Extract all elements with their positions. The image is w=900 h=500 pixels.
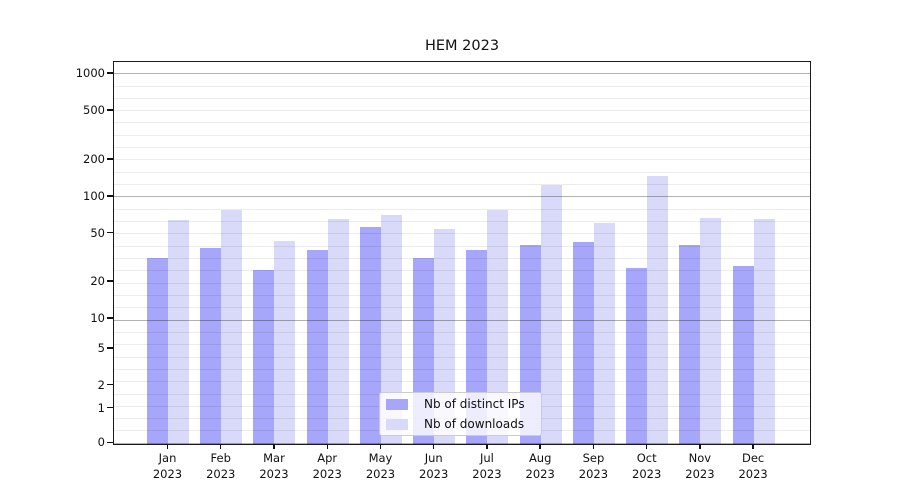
bar-downloads-jun (434, 228, 456, 445)
bar-downloads-may (380, 215, 402, 445)
x-tick-label-sep: Sep 2023 (578, 451, 609, 481)
x-tick-label-jul: Jul 2023 (472, 451, 502, 481)
x-tick-label-aug: Aug 2023 (525, 451, 555, 481)
x-tick-mark (273, 444, 275, 449)
bar-distinct-ips-mar (253, 269, 275, 445)
y-tick-label-1: 1 (97, 400, 105, 415)
y-tick-mark (107, 72, 113, 74)
x-tick-mark (220, 444, 222, 449)
y-tick-mark (107, 280, 113, 282)
x-tick-mark (433, 444, 435, 449)
y-tick-label-50: 50 (90, 225, 105, 240)
x-tick-label-apr: Apr 2023 (312, 451, 342, 481)
y-tick-mark (107, 406, 113, 409)
y-tick-label-5: 5 (97, 341, 105, 355)
bar-distinct-ips-dec (732, 265, 754, 445)
y-tick-label-200: 200 (83, 152, 105, 166)
legend-item-distinct-ips: Nb of distinct IPs (380, 395, 541, 413)
chart-title: HEM 2023 (424, 38, 500, 54)
bars-layer (114, 62, 810, 445)
y-tick-label-500: 500 (83, 103, 105, 117)
y-tick-mark (107, 109, 113, 111)
bar-distinct-ips-oct (626, 267, 648, 445)
y-tick-label-20: 20 (90, 274, 105, 288)
bar-distinct-ips-jan (147, 258, 168, 445)
bar-downloads-aug (540, 184, 562, 445)
x-tick-label-feb: Feb 2023 (206, 451, 236, 481)
x-tick-mark (379, 444, 382, 449)
x-tick-label-jun: Jun 2023 (419, 451, 449, 481)
x-tick-mark (486, 444, 488, 449)
bar-distinct-ips-may (359, 227, 381, 445)
x-tick-label-nov: Nov 2023 (685, 451, 715, 481)
bar-downloads-jan (168, 220, 189, 445)
bar-distinct-ips-apr (306, 250, 328, 445)
y-tick-mark (107, 383, 113, 386)
bar-distinct-ips-feb (200, 247, 222, 445)
y-tick-label-100: 100 (83, 189, 105, 203)
plot-area (112, 60, 811, 445)
bar-downloads-feb (221, 209, 243, 445)
bar-downloads-oct (647, 176, 669, 445)
y-tick-mark (107, 441, 113, 443)
x-tick-mark (699, 444, 701, 449)
bar-downloads-mar (274, 240, 296, 445)
legend-swatch-distinct-ips (386, 398, 408, 410)
x-tick-label-mar: Mar 2023 (259, 451, 289, 481)
x-tick-mark (752, 444, 754, 449)
y-tick-label-1000: 1000 (75, 66, 105, 80)
y-tick-mark (107, 195, 113, 197)
bar-downloads-jul (487, 210, 509, 445)
bar-distinct-ips-nov (679, 244, 701, 445)
bar-downloads-sep (593, 223, 615, 445)
x-tick-mark (166, 444, 169, 449)
bar-distinct-ips-sep (572, 242, 594, 445)
y-tick-label-10: 10 (90, 311, 105, 325)
y-tick-label-2: 2 (97, 377, 105, 392)
bar-downloads-dec (753, 219, 775, 445)
x-tick-mark (645, 444, 648, 449)
y-tick-mark (107, 347, 113, 349)
bar-downloads-nov (700, 218, 722, 445)
y-tick-mark (107, 158, 113, 160)
legend-swatch-downloads (386, 418, 408, 430)
legend-item-downloads: Nb of downloads (380, 415, 541, 433)
legend: Nb of distinct IPs Nb of downloads (379, 392, 542, 436)
x-tick-mark (539, 444, 541, 449)
x-tick-label-oct: Oct 2023 (632, 451, 662, 481)
x-tick-label-may: May 2023 (365, 451, 396, 481)
y-tick-mark (107, 317, 113, 319)
legend-label-downloads: Nb of downloads (424, 417, 525, 431)
y-tick-mark (107, 231, 113, 234)
x-tick-label-dec: Dec 2023 (738, 451, 768, 481)
x-tick-mark (326, 444, 328, 449)
x-tick-mark (592, 444, 595, 449)
x-tick-label-jan: Jan 2023 (152, 451, 183, 481)
legend-label-distinct-ips: Nb of distinct IPs (424, 397, 525, 411)
bar-downloads-apr (327, 219, 349, 445)
y-tick-label-0: 0 (97, 435, 105, 450)
